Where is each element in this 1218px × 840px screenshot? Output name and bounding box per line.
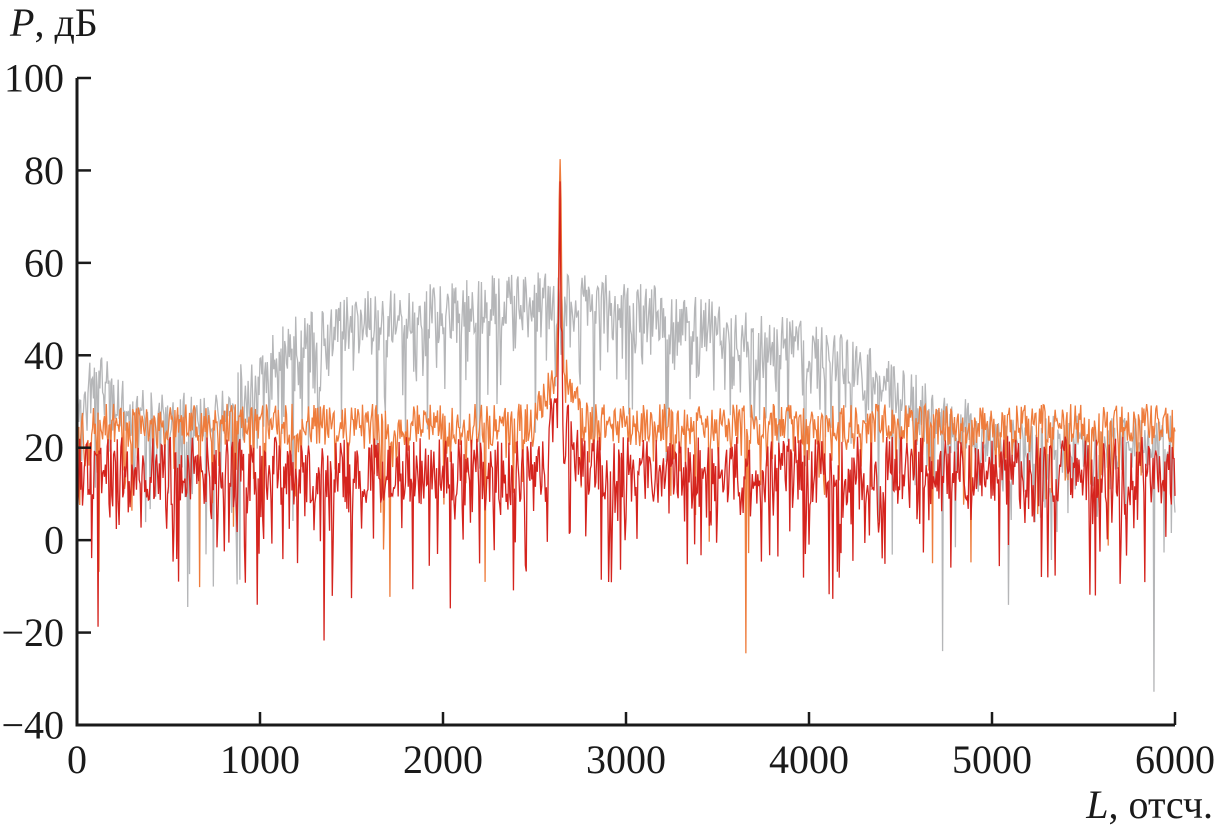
y-tick-label: −20 <box>1 610 64 655</box>
y-tick-label: 60 <box>24 240 64 285</box>
x-axis-symbol: L <box>1085 782 1108 827</box>
y-tick-label: 40 <box>24 333 64 378</box>
x-tick-label: 0 <box>67 737 87 782</box>
y-axis-title: P, дБ <box>9 0 98 45</box>
x-tick-label: 4000 <box>769 737 849 782</box>
y-tick-label: 100 <box>4 56 64 101</box>
red-noise-spectrum-trace <box>76 181 1176 641</box>
x-tick-label: 2000 <box>403 737 483 782</box>
x-axis-title: L, отсч. <box>1085 782 1213 827</box>
gray-broadband-spectrum-trace <box>76 272 1176 692</box>
axes <box>75 76 1177 727</box>
axis-ticks <box>77 76 1177 727</box>
y-tick-label: 20 <box>24 425 64 470</box>
y-tick-label: −40 <box>1 703 64 748</box>
y-tick-label: 80 <box>24 148 64 193</box>
x-tick-label: 3000 <box>586 737 666 782</box>
y-tick-label: 0 <box>44 518 64 563</box>
x-tick-label: 6000 <box>1135 737 1215 782</box>
x-tick-label: 1000 <box>220 737 300 782</box>
x-tick-label: 5000 <box>952 737 1032 782</box>
y-axis-symbol: P <box>9 0 34 45</box>
y-axis-unit: , дБ <box>34 0 97 45</box>
orange-noise-spectrum-trace <box>76 159 1176 654</box>
series-layer <box>76 159 1176 692</box>
x-axis-unit: , отсч. <box>1108 782 1213 827</box>
